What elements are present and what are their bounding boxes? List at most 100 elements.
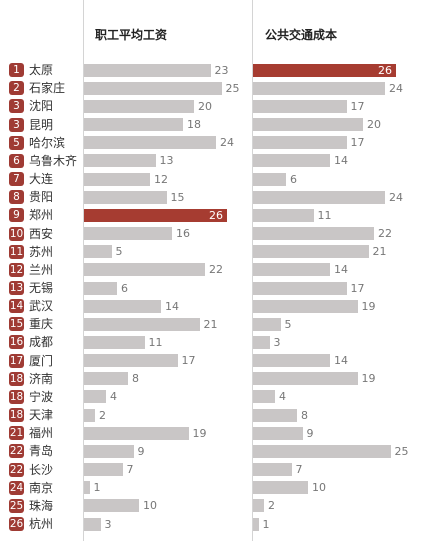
bar-transit <box>253 208 314 222</box>
value-label-wage: 19 <box>192 426 207 440</box>
city-label: 哈尔滨 <box>29 135 66 150</box>
rank-badge: 8 <box>9 190 24 205</box>
value-label-wage: 12 <box>154 172 168 186</box>
value-label-transit: 8 <box>301 408 308 422</box>
bar-transit <box>253 335 270 349</box>
bar-wage <box>84 335 145 349</box>
bar-wage <box>84 63 211 77</box>
value-label-transit: 14 <box>334 263 348 277</box>
bar-wage <box>84 444 134 458</box>
bar-wage <box>84 408 95 422</box>
bar-wage <box>84 317 200 331</box>
bar-wage <box>84 463 123 477</box>
value-label-transit: 21 <box>372 245 387 259</box>
bar-wage <box>84 190 167 204</box>
city-label: 昆明 <box>29 117 54 132</box>
rank-badge: 14 <box>9 299 24 314</box>
value-label-wage: 18 <box>187 118 201 132</box>
value-label-wage: 22 <box>209 263 223 277</box>
rank-badge: 24 <box>9 480 24 495</box>
rank-badge: 15 <box>9 317 24 332</box>
bar-transit <box>253 99 347 113</box>
value-label-wage: 21 <box>203 317 218 331</box>
city-label: 贵阳 <box>29 190 54 205</box>
value-label-transit: 10 <box>312 481 326 495</box>
bar-wage <box>84 245 112 259</box>
rank-badge: 9 <box>9 208 24 223</box>
value-label-wage: 3 <box>104 517 112 531</box>
rank-badge: 22 <box>9 462 24 477</box>
rank-badge: 6 <box>9 153 24 168</box>
bar-transit <box>253 81 385 95</box>
bar-wage <box>84 263 205 277</box>
rank-badge: 5 <box>9 135 24 150</box>
bar-transit <box>253 481 308 495</box>
value-label-transit: 24 <box>389 190 403 204</box>
value-label-wage: 17 <box>181 354 196 368</box>
bar-wage <box>84 299 161 313</box>
rank-badge: 3 <box>9 117 24 132</box>
rank-badge: 17 <box>9 353 24 368</box>
bar-wage <box>84 172 150 186</box>
bar-wage <box>84 227 172 241</box>
rank-badge: 1 <box>9 63 24 78</box>
value-label-wage: 13 <box>159 154 174 168</box>
value-label-wage: 16 <box>176 227 190 241</box>
bar-wage <box>84 354 178 368</box>
bar-transit <box>253 154 330 168</box>
bar-wage <box>84 118 183 132</box>
value-label-wage: 4 <box>110 390 117 404</box>
bar-transit <box>253 499 264 513</box>
value-label-transit: 25 <box>394 444 409 458</box>
value-label-transit: 22 <box>378 227 392 241</box>
rank-badge: 11 <box>9 244 24 259</box>
bar-transit <box>253 63 396 77</box>
city-label: 无锡 <box>29 281 54 295</box>
city-label: 宁波 <box>29 389 54 404</box>
rank-badge: 13 <box>9 281 24 295</box>
value-label-wage: 6 <box>121 281 128 295</box>
city-label: 乌鲁木齐 <box>29 153 78 168</box>
rank-badge: 12 <box>9 262 24 277</box>
bar-transit <box>253 372 358 386</box>
bar-wage <box>84 154 156 168</box>
value-label-transit: 5 <box>284 317 292 331</box>
bar-wage <box>84 481 90 495</box>
city-label: 武汉 <box>29 299 54 314</box>
value-label-wage: 11 <box>148 335 163 349</box>
bar-transit <box>253 227 374 241</box>
rank-badge: 18 <box>9 371 24 386</box>
rank-badge: 21 <box>9 426 24 441</box>
value-label-transit: 4 <box>279 390 286 404</box>
value-label-wage: 2 <box>99 408 106 422</box>
value-label-wage: 9 <box>137 444 145 458</box>
value-label-wage: 23 <box>214 63 229 77</box>
value-label-wage: 1 <box>93 481 101 495</box>
bar-transit <box>253 408 297 422</box>
city-label: 大连 <box>29 172 54 187</box>
city-label: 天津 <box>29 408 54 423</box>
value-label-transit: 3 <box>273 335 281 349</box>
value-label-transit: 20 <box>367 118 381 132</box>
column-divider-transit <box>252 0 253 541</box>
bar-transit <box>253 245 369 259</box>
value-label-wage: 10 <box>143 499 157 513</box>
bar-transit <box>253 281 347 295</box>
value-label-transit: 17 <box>350 136 365 150</box>
city-label: 沈阳 <box>29 99 54 114</box>
bar-wage <box>84 281 117 295</box>
bar-wage <box>84 390 106 404</box>
rank-badge: 26 <box>9 517 24 532</box>
city-label: 珠海 <box>29 498 54 513</box>
value-label-transit: 19 <box>361 372 376 386</box>
city-label: 长沙 <box>29 462 54 477</box>
value-label-transit: 9 <box>306 426 314 440</box>
value-label-wage: 8 <box>132 372 139 386</box>
bar-transit <box>253 136 347 150</box>
bar-transit <box>253 426 303 440</box>
bar-transit <box>253 190 385 204</box>
bar-transit <box>253 317 281 331</box>
value-label-transit: 6 <box>290 172 297 186</box>
bar-transit <box>253 299 358 313</box>
city-label: 郑州 <box>29 208 54 223</box>
